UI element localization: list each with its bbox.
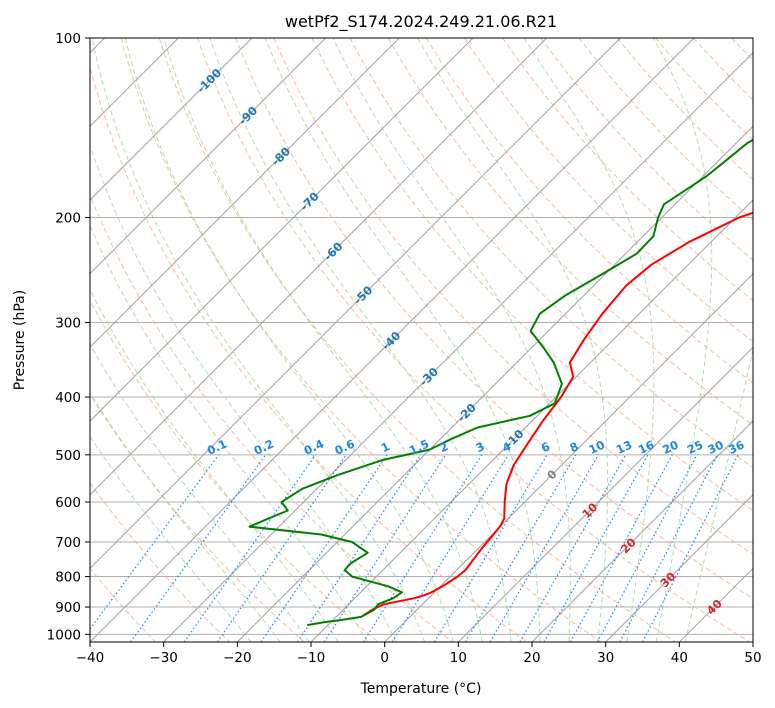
moist-adiabat: [91, 38, 426, 642]
y-tick-label: 600: [55, 495, 81, 511]
mixing-ratio-line: [362, 454, 483, 642]
moist-adiabat: [652, 38, 713, 642]
isotherm-line: [163, 51, 753, 642]
mixing-ratio-line: [260, 454, 388, 642]
mixing-ratio-line: [596, 454, 698, 642]
moist-adiabat: [332, 38, 571, 642]
mixing-ratio-line: [296, 454, 422, 642]
isotherm-line: [310, 199, 753, 642]
moist-adiabat: [90, 435, 252, 642]
x-tick-label: 0: [380, 650, 389, 666]
x-tick-label: −40: [76, 650, 105, 666]
x-tick-label: 40: [671, 650, 688, 666]
dry-adiabat: [464, 38, 753, 343]
moist-adiabat: [417, 38, 609, 642]
x-tick-label: 30: [597, 650, 614, 666]
moist-adiabat: [163, 38, 483, 642]
dry-adiabat: [90, 393, 305, 642]
isotherm-line: [605, 493, 753, 642]
dry-adiabat: [90, 482, 231, 642]
mixing-ratio-line: [90, 454, 220, 631]
isotherm-line: [384, 272, 753, 642]
mixing-ratio-line: [464, 454, 577, 642]
mixing-ratio-label: 16: [636, 437, 656, 456]
dry-adiabat: [273, 38, 753, 555]
mixing-ratio-line: [216, 454, 347, 642]
isotherm-line: [90, 38, 548, 496]
y-axis-label: Pressure (hPa): [12, 290, 28, 390]
y-tick-label: 300: [55, 316, 81, 332]
isotherm-line: [457, 346, 753, 642]
isotherm-line: [90, 38, 400, 349]
mixing-ratio-line: [433, 454, 548, 642]
moist-adiabat: [209, 38, 512, 642]
isotherm-line: [90, 38, 695, 642]
chart-title: wetPf2_S174.2024.249.21.06.R21: [285, 12, 557, 32]
y-tick-label: 100: [55, 31, 81, 47]
mixing-ratio-label: 20: [660, 437, 680, 456]
x-axis-label: Temperature (°C): [360, 681, 482, 697]
plot-frame: [89, 37, 754, 643]
mixing-ratio-line: [130, 454, 267, 642]
mixing-ratio-line: [391, 454, 509, 642]
y-tick-label: 1000: [47, 627, 81, 643]
mixing-ratio-label: 10: [587, 437, 607, 456]
dry-adiabat: [311, 38, 753, 512]
x-tick-label: −30: [149, 650, 178, 666]
mixing-ratio-line: [642, 454, 739, 642]
x-tick-label: −10: [297, 650, 326, 666]
dry-adiabat: [90, 567, 156, 642]
moist-adiabat: [90, 143, 397, 642]
moist-adiabat: [90, 224, 368, 642]
isotherm-line: [90, 38, 474, 422]
dewpoint-profile: [248, 138, 753, 627]
y-tick-label: 400: [55, 390, 81, 406]
y-tick-label: 800: [55, 570, 81, 586]
dry-adiabat: [425, 38, 753, 384]
x-tick-label: 20: [523, 650, 540, 666]
mixing-ratio-line: [323, 454, 447, 642]
x-tick-label: −20: [223, 650, 252, 666]
isotherm-line: [90, 38, 253, 201]
y-tick-label: 700: [55, 535, 81, 551]
dry-adiabat: [90, 64, 528, 642]
y-tick-label: 900: [55, 600, 81, 616]
moist-adiabat: [90, 343, 310, 642]
isotherm-line: [531, 420, 753, 642]
moist-adiabat: [264, 38, 541, 642]
y-tick-label: 500: [55, 448, 81, 464]
x-tick-label: 50: [744, 650, 761, 666]
moist-adiabat: [90, 288, 339, 642]
x-tick-label: 10: [450, 650, 467, 666]
isotherm-line: [90, 38, 621, 570]
y-tick-label: 200: [55, 211, 81, 227]
dry-adiabat: [197, 38, 751, 642]
moist-adiabat: [684, 347, 753, 642]
temperature-profile: [360, 211, 753, 618]
mixing-ratio-line: [489, 454, 599, 642]
dry-adiabat: [502, 38, 753, 302]
mixing-ratio-label: 13: [614, 437, 634, 456]
mixing-ratio-label: 36: [726, 437, 746, 456]
dry-adiabat: [235, 38, 753, 600]
mixing-ratio-label: 30: [705, 437, 725, 456]
dry-adiabat: [90, 193, 453, 642]
isotherm-line: [236, 125, 753, 642]
moist-adiabat: [523, 38, 655, 642]
isotherm-line: [90, 38, 327, 275]
mixing-ratio-label: 25: [685, 437, 705, 456]
